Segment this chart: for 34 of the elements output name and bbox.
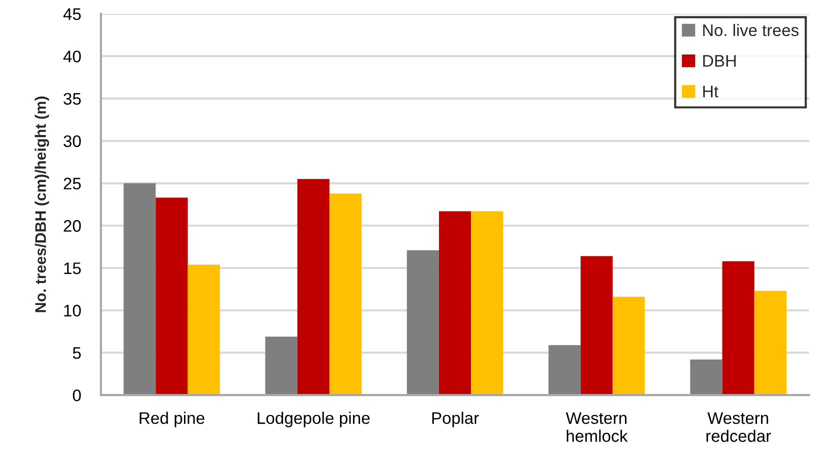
bar bbox=[265, 336, 298, 396]
bar bbox=[690, 359, 722, 396]
x-tick-label: Western hemlock bbox=[566, 412, 628, 442]
x-tick-label: Western redcedar bbox=[706, 412, 771, 442]
x-tick-label: Red pine bbox=[140, 412, 204, 428]
y-tick-label: 10 bbox=[64, 304, 81, 317]
bar bbox=[471, 211, 504, 396]
legend-label: DBH bbox=[703, 55, 736, 67]
bar bbox=[297, 179, 330, 396]
bar bbox=[438, 211, 472, 396]
x-tick-label: Lodgepole pine bbox=[258, 412, 370, 428]
y-tick-label: 20 bbox=[64, 220, 81, 232]
y-tick-label: 5 bbox=[72, 347, 81, 359]
y-tick-label: 0 bbox=[72, 389, 81, 402]
bar bbox=[548, 345, 581, 396]
legend-label: No. live trees bbox=[703, 24, 799, 36]
bar bbox=[754, 290, 786, 396]
y-tick-label: 30 bbox=[64, 135, 81, 148]
bar bbox=[156, 198, 188, 396]
bar bbox=[722, 261, 754, 396]
bar bbox=[612, 296, 645, 396]
bar bbox=[124, 183, 156, 396]
x-tick-label: Poplar bbox=[432, 412, 479, 428]
y-tick-label: 35 bbox=[64, 92, 81, 105]
y-tick-label: 25 bbox=[64, 178, 81, 190]
y-tick-label: 45 bbox=[63, 8, 81, 20]
bar bbox=[580, 256, 613, 396]
bar bbox=[188, 264, 220, 396]
y-tick-label: 15 bbox=[64, 262, 81, 274]
y-axis-title: No. trees/DBH (cm)/height (m) bbox=[34, 96, 50, 312]
y-tick-label: 40 bbox=[63, 50, 81, 62]
legend-label: Ht bbox=[703, 86, 718, 98]
bar bbox=[329, 193, 362, 396]
bar bbox=[406, 250, 439, 396]
